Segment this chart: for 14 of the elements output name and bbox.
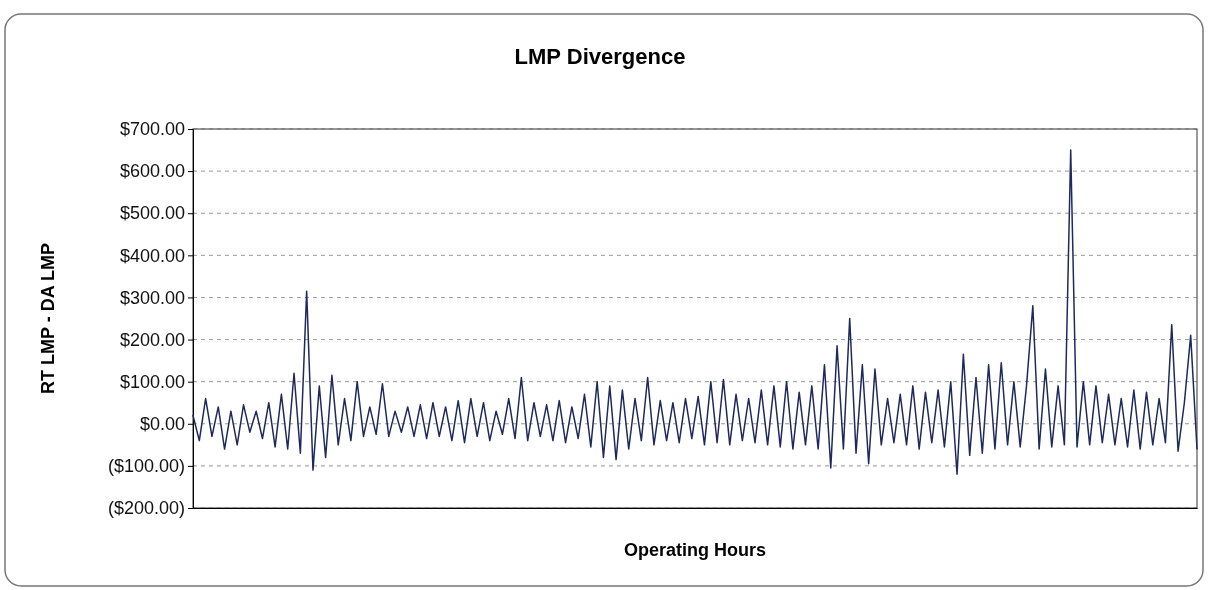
y-tick-label: $400.00 xyxy=(119,245,185,266)
chart-title: LMP Divergence xyxy=(514,44,686,69)
x-axis-title: Operating Hours xyxy=(623,540,767,560)
y-tick-label: ($200.00) xyxy=(107,498,185,519)
y-tick-label: $500.00 xyxy=(119,203,185,224)
y-tick-label: $100.00 xyxy=(119,371,185,392)
y-tick-label: $700.00 xyxy=(119,119,185,140)
line-series xyxy=(192,149,1198,476)
y-tick-label: $200.00 xyxy=(119,329,185,350)
y-tick-label: $600.00 xyxy=(119,161,185,182)
y-tick-label: ($100.00) xyxy=(107,456,185,477)
y-axis-title: RT LMP - DA LMP xyxy=(38,243,58,394)
y-tick-label: $0.00 xyxy=(139,414,185,435)
y-tick-label: $300.00 xyxy=(119,287,185,308)
